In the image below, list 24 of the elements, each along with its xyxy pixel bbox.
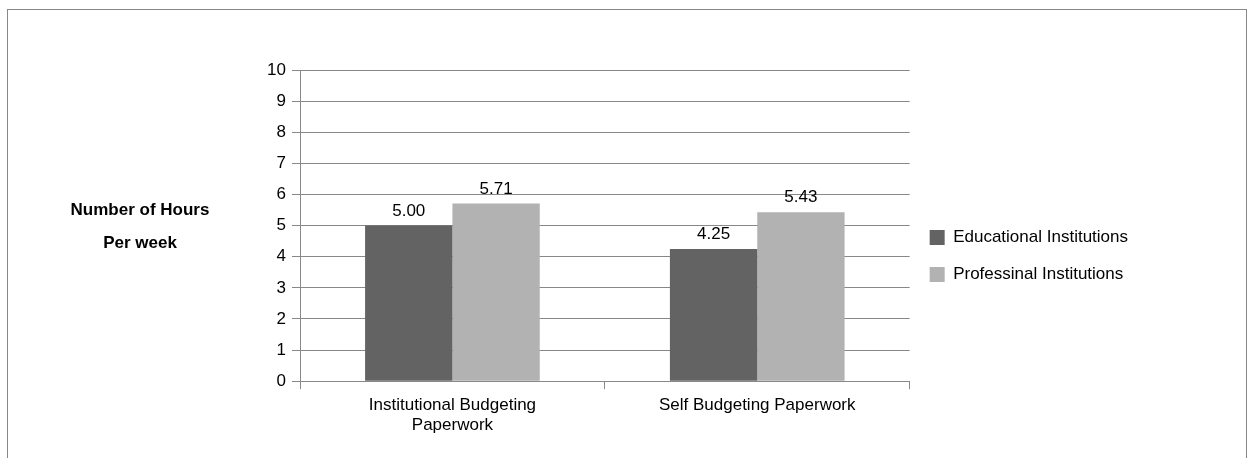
y-tick-label: 5 bbox=[276, 215, 286, 235]
y-tick-label: 10 bbox=[267, 59, 286, 79]
x-tick-label: Institutional Budgeting Paperwork bbox=[368, 395, 537, 435]
data-label: 5.71 bbox=[479, 178, 513, 198]
bar bbox=[757, 212, 845, 381]
x-tick-label: Self Budgeting Paperwork bbox=[658, 395, 857, 415]
data-label: 5.43 bbox=[784, 187, 818, 207]
bar bbox=[365, 225, 453, 381]
data-label: 4.25 bbox=[697, 224, 731, 244]
bar bbox=[669, 248, 758, 381]
y-tick-label: 1 bbox=[276, 339, 286, 359]
data-label: 5.00 bbox=[392, 200, 426, 220]
y-tick-label: 2 bbox=[276, 308, 286, 328]
y-tick-label: 6 bbox=[276, 184, 286, 204]
y-tick-label: 3 bbox=[276, 277, 286, 297]
legend-label: Professinal Institutions bbox=[953, 264, 1124, 284]
y-tick-label: 7 bbox=[276, 153, 286, 173]
y-tick-label: 8 bbox=[276, 121, 286, 141]
y-tick-label: 0 bbox=[276, 370, 286, 390]
y-tick-label: 9 bbox=[276, 90, 286, 110]
legend-label: Educational Institutions bbox=[953, 227, 1129, 247]
y-axis-title: Number of Hours Per week bbox=[69, 199, 211, 254]
y-tick-label: 4 bbox=[276, 246, 286, 266]
bar bbox=[452, 203, 540, 381]
